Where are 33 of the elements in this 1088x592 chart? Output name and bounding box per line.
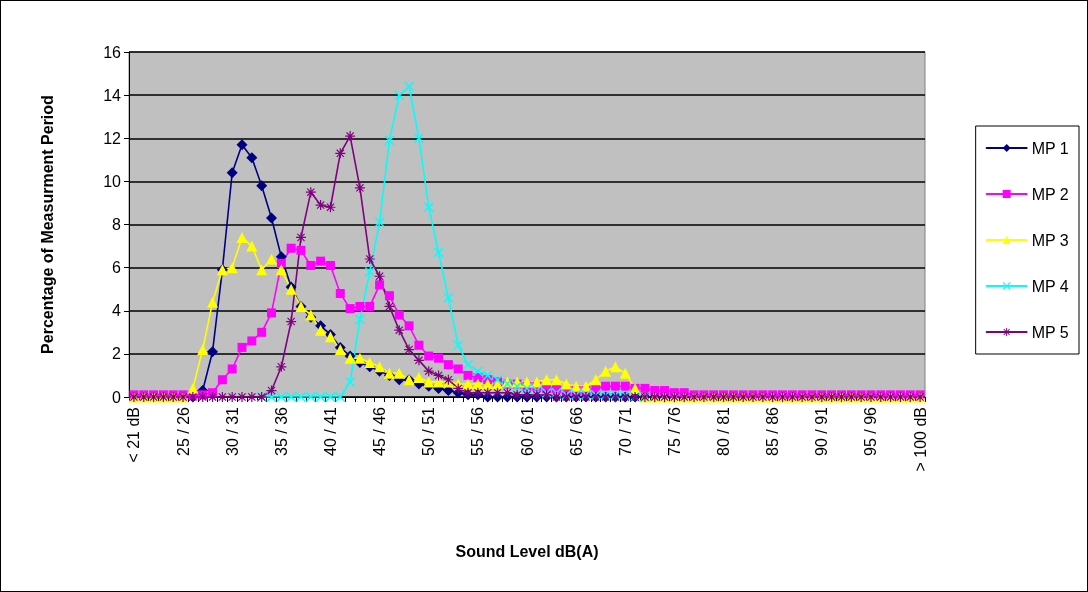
x-tick-label: 90 / 91 xyxy=(813,406,831,456)
x-axis-title: Sound Level dB(A) xyxy=(455,542,599,560)
x-tick-label: 50 / 51 xyxy=(420,406,438,456)
x-tick-label: < 21 dB xyxy=(125,407,143,463)
legend-label: MP 3 xyxy=(1031,231,1069,249)
y-tick-label: 16 xyxy=(103,43,122,61)
y-tick-label: 6 xyxy=(112,259,122,277)
y-axis-title: Percentage of Measurment Period xyxy=(38,95,56,354)
y-tick-label: 4 xyxy=(112,302,122,320)
y-tick-label: 2 xyxy=(112,345,122,363)
legend-label: MP 2 xyxy=(1031,185,1069,203)
x-tick-label: 35 / 36 xyxy=(272,406,290,456)
x-tick-label: 30 / 31 xyxy=(223,406,241,456)
x-tick-label: 85 / 86 xyxy=(764,406,782,456)
x-tick-label: 60 / 61 xyxy=(518,406,536,456)
x-tick-label: 70 / 71 xyxy=(616,406,634,456)
x-tick-label: 65 / 66 xyxy=(567,406,585,456)
legend-label: MP 5 xyxy=(1031,323,1069,341)
legend-label: MP 1 xyxy=(1031,139,1069,157)
x-tick-label: > 100 dB xyxy=(911,407,929,472)
y-tick-label: 8 xyxy=(112,216,122,233)
y-tick-label: 0 xyxy=(112,388,122,406)
x-tick-label: 40 / 41 xyxy=(321,406,339,456)
x-tick-label: 95 / 96 xyxy=(862,406,880,456)
x-tick-label: 80 / 81 xyxy=(715,406,733,456)
x-tick-label: 45 / 46 xyxy=(371,406,389,456)
legend-label: MP 4 xyxy=(1031,277,1069,295)
x-tick-label: 25 / 26 xyxy=(174,406,192,456)
y-tick-label: 10 xyxy=(103,172,122,190)
x-tick-label: 55 / 56 xyxy=(469,406,487,456)
y-tick-label: 12 xyxy=(103,129,122,147)
x-tick-label: 75 / 76 xyxy=(665,406,683,456)
y-tick-label: 14 xyxy=(103,86,122,104)
